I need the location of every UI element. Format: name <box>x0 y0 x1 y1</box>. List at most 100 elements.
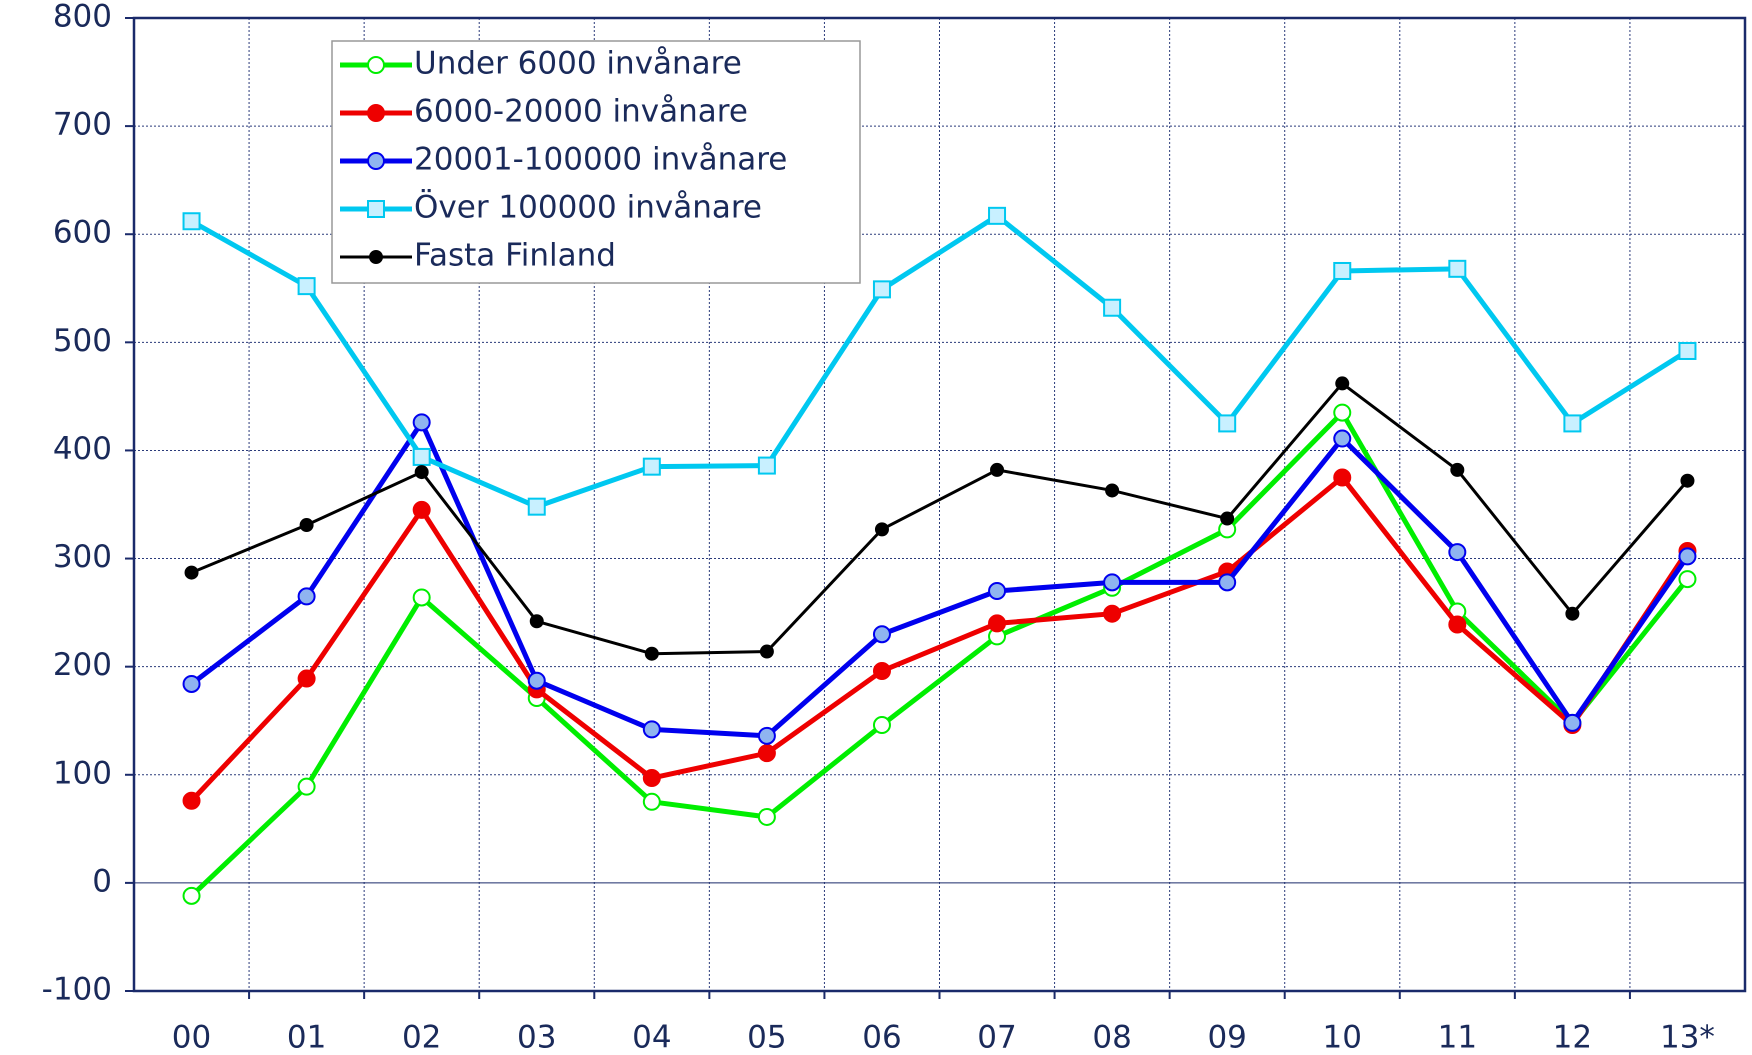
marker <box>642 769 661 788</box>
y-tick-label: 800 <box>53 0 112 35</box>
marker <box>1220 511 1235 526</box>
legend-label: 6000-20000 invånare <box>414 94 748 130</box>
series-line <box>190 381 1689 656</box>
marker <box>1450 462 1465 477</box>
marker <box>412 447 431 466</box>
marker <box>527 497 546 516</box>
marker <box>757 726 776 745</box>
marker <box>1563 713 1582 732</box>
marker <box>1103 604 1122 623</box>
x-tick-label: 06 <box>862 1020 901 1055</box>
x-tick-label: 10 <box>1323 1020 1362 1055</box>
y-tick-label: 400 <box>53 431 112 467</box>
y-tick-label: 200 <box>53 647 112 683</box>
marker <box>529 614 544 629</box>
marker <box>297 777 316 796</box>
marker <box>1448 615 1467 634</box>
marker <box>1448 543 1467 562</box>
marker <box>872 280 891 299</box>
marker <box>299 518 314 533</box>
y-tick-label: 0 <box>92 863 112 899</box>
marker <box>182 886 201 905</box>
marker <box>988 614 1007 633</box>
legend-label: Under 6000 invånare <box>414 46 742 82</box>
series-line <box>190 213 1689 510</box>
marker <box>412 500 431 519</box>
marker <box>412 588 431 607</box>
marker <box>1218 573 1237 592</box>
marker <box>1218 414 1237 433</box>
x-tick-label: 07 <box>977 1020 1016 1055</box>
marker <box>1335 376 1350 391</box>
marker <box>1333 429 1352 448</box>
marker <box>642 457 661 476</box>
x-tick-label: 11 <box>1438 1020 1477 1055</box>
marker <box>644 646 659 661</box>
y-tick-label: 100 <box>53 755 112 791</box>
marker <box>414 465 429 480</box>
marker <box>1333 468 1352 487</box>
x-tick-label: 12 <box>1553 1020 1592 1055</box>
plot-frame <box>132 16 1747 993</box>
legend: Under 6000 invånare 6000-20000 invånare 20… <box>331 40 861 284</box>
marker <box>1680 473 1695 488</box>
y-tick-label: 300 <box>53 539 112 575</box>
legend-box <box>331 40 861 284</box>
marker <box>757 744 776 763</box>
marker <box>757 456 776 475</box>
marker <box>874 522 889 537</box>
marker <box>757 807 776 826</box>
x-tick-label: 09 <box>1207 1020 1246 1055</box>
legend-label: 20001-100000 invånare <box>414 142 787 178</box>
marker <box>297 277 316 296</box>
x-tick-label: 04 <box>632 1020 671 1055</box>
marker <box>872 625 891 644</box>
marker <box>1105 483 1120 498</box>
marker <box>1448 259 1467 278</box>
marker <box>872 661 891 680</box>
legend-label: Fasta Finland <box>414 238 616 274</box>
y-tick-label: 700 <box>53 107 112 143</box>
x-tick-label: 08 <box>1092 1020 1131 1055</box>
marker <box>1333 261 1352 280</box>
legend-marker <box>367 56 385 74</box>
marker <box>527 671 546 690</box>
legend-marker <box>367 104 385 122</box>
marker <box>1103 298 1122 317</box>
series-line <box>189 410 1690 898</box>
marker <box>297 669 316 688</box>
legend-label: Över 100000 invånare <box>414 189 762 226</box>
marker <box>1565 606 1580 621</box>
marker <box>988 206 1007 225</box>
series-line <box>189 474 1690 803</box>
marker <box>1333 403 1352 422</box>
y-tick-label: 600 <box>53 215 112 251</box>
legend-marker <box>369 250 383 264</box>
legend-marker <box>367 152 385 170</box>
y-tick-label: -100 <box>42 972 112 1008</box>
marker <box>872 716 891 735</box>
marker <box>1678 547 1697 566</box>
marker <box>1103 573 1122 592</box>
x-tick-label: 03 <box>517 1020 556 1055</box>
marker <box>1678 341 1697 360</box>
marker <box>759 644 774 659</box>
marker <box>297 587 316 606</box>
marker <box>412 413 431 432</box>
marker <box>182 212 201 231</box>
marker <box>182 791 201 810</box>
y-tick-label: 500 <box>53 323 112 359</box>
x-tick-label: 01 <box>287 1020 326 1055</box>
marker <box>642 792 661 811</box>
x-tick-label: 05 <box>747 1020 786 1055</box>
x-tick-label: 13* <box>1660 1020 1715 1055</box>
marker <box>642 720 661 739</box>
marker <box>182 674 201 693</box>
marker <box>990 462 1005 477</box>
marker <box>988 581 1007 600</box>
x-tick-label: 00 <box>172 1020 211 1055</box>
marker <box>1678 570 1697 589</box>
marker <box>184 565 199 580</box>
legend-marker <box>367 200 385 218</box>
